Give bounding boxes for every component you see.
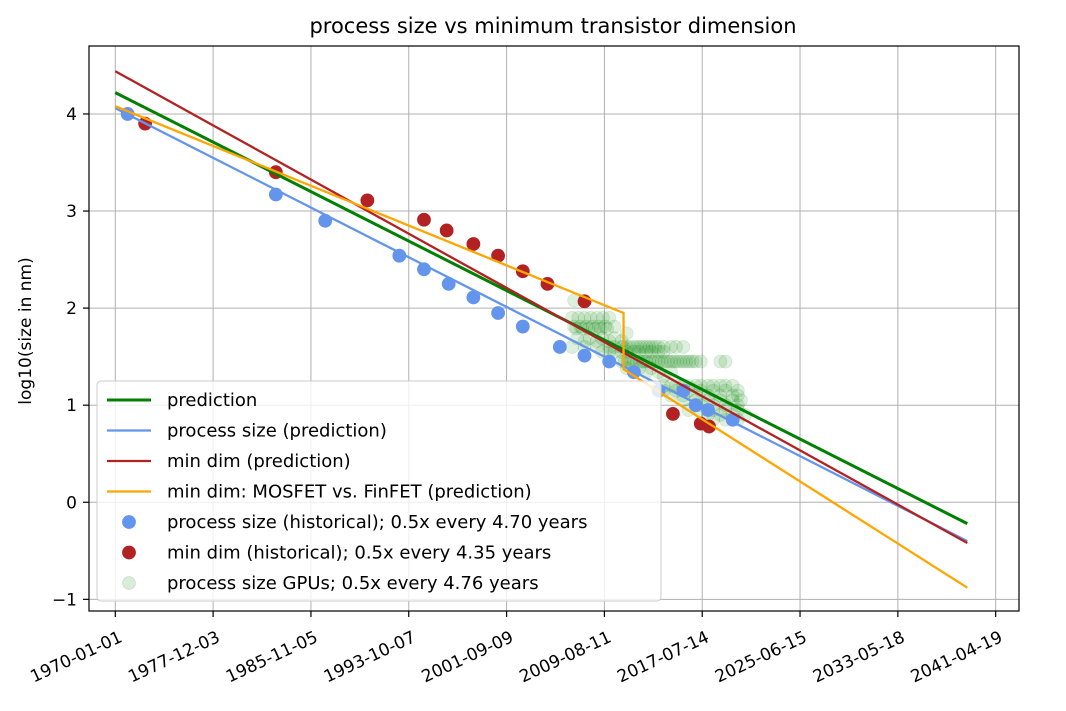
plot-series: [114, 70, 968, 589]
series-line: [114, 70, 968, 545]
data-point: [602, 310, 617, 325]
data-point: [718, 354, 733, 369]
data-point: [648, 340, 663, 354]
y-tick-label: 2: [66, 299, 77, 319]
data-point: [491, 306, 506, 320]
data-point: [591, 319, 606, 334]
data-point: [666, 407, 680, 421]
data-point: [730, 383, 745, 398]
data-point: [664, 354, 678, 369]
data-point: [688, 354, 703, 369]
series-3: [114, 105, 968, 589]
series-1: [114, 107, 968, 543]
data-point: [730, 388, 745, 403]
data-point: [583, 310, 598, 325]
data-point: [713, 378, 728, 393]
data-point: [633, 340, 647, 354]
data-point: [642, 340, 657, 354]
data-point: [651, 344, 666, 359]
data-point: [685, 354, 700, 369]
y-tick-label: −1: [52, 590, 77, 610]
chart-title: process size vs minimum transistor dimen…: [309, 14, 796, 38]
data-point: [676, 354, 691, 369]
legend-marker-swatch: [122, 515, 136, 529]
legend-marker-swatch: [122, 576, 136, 590]
data-point: [636, 340, 651, 354]
data-point: [417, 212, 431, 227]
data-point: [360, 193, 375, 208]
data-point: [594, 321, 608, 336]
data-point: [656, 344, 671, 359]
data-point: [669, 340, 683, 354]
data-point: [552, 340, 567, 354]
data-point: [644, 344, 659, 359]
legend-entry-label: min dim: MOSFET vs. FinFET (prediction): [167, 482, 532, 503]
legend-entry-label: process size GPUs; 0.5x every 4.76 years: [167, 573, 539, 594]
data-point: [651, 340, 666, 354]
data-point: [667, 354, 681, 369]
data-point: [734, 393, 748, 408]
data-point: [718, 383, 733, 398]
data-point: [676, 340, 691, 354]
data-point: [718, 378, 733, 393]
data-point: [439, 223, 454, 238]
legend-entry-label: min dim (prediction): [167, 451, 351, 472]
legend-entry-label: process size (historical); 0.5x every 4.…: [167, 512, 587, 533]
plot-frame: [88, 45, 1020, 612]
legend-entry-label: process size (prediction): [167, 421, 387, 442]
data-point: [670, 354, 684, 369]
data-point: [577, 310, 592, 325]
y-tick-label: 1: [66, 396, 77, 416]
data-point: [589, 310, 604, 325]
data-point: [706, 378, 721, 393]
series-line: [114, 105, 968, 589]
plot-area: [114, 70, 968, 589]
data-point: [515, 319, 530, 334]
data-point: [682, 354, 697, 369]
data-point: [639, 340, 654, 354]
data-point: [656, 340, 671, 354]
legend-marker-swatch: [122, 545, 136, 560]
data-point: [725, 378, 740, 393]
data-point: [725, 388, 740, 403]
data-point: [713, 354, 728, 369]
y-axis-label: log10(size in nm): [16, 257, 36, 404]
data-point: [679, 354, 694, 369]
legend-entry-label: min dim (historical); 0.5x every 4.35 ye…: [167, 543, 551, 564]
y-tick-label: 4: [66, 105, 77, 125]
data-point: [639, 344, 654, 359]
data-point: [660, 354, 675, 369]
data-point: [630, 340, 644, 354]
data-point: [645, 340, 660, 354]
data-point: [596, 310, 610, 325]
series-2: [114, 70, 968, 545]
data-point: [577, 348, 592, 363]
data-point: [571, 310, 586, 325]
data-point: [657, 354, 672, 369]
data-point: [673, 354, 688, 369]
series-line: [114, 107, 968, 543]
data-point: [607, 319, 622, 334]
data-point: [619, 326, 634, 341]
y-axis: −1 0 1 2 3 4: [52, 105, 89, 610]
y-tick-label: 3: [66, 202, 77, 222]
data-point: [466, 237, 481, 251]
data-point: [664, 340, 678, 354]
legend-box: [96, 380, 662, 602]
data-point: [598, 319, 612, 334]
data-point: [693, 354, 708, 369]
data-point: [600, 321, 615, 336]
legend: prediction process size (prediction) min d…: [96, 380, 662, 602]
legend-entry-label: prediction: [167, 390, 257, 411]
y-tick-label: 0: [66, 493, 77, 513]
